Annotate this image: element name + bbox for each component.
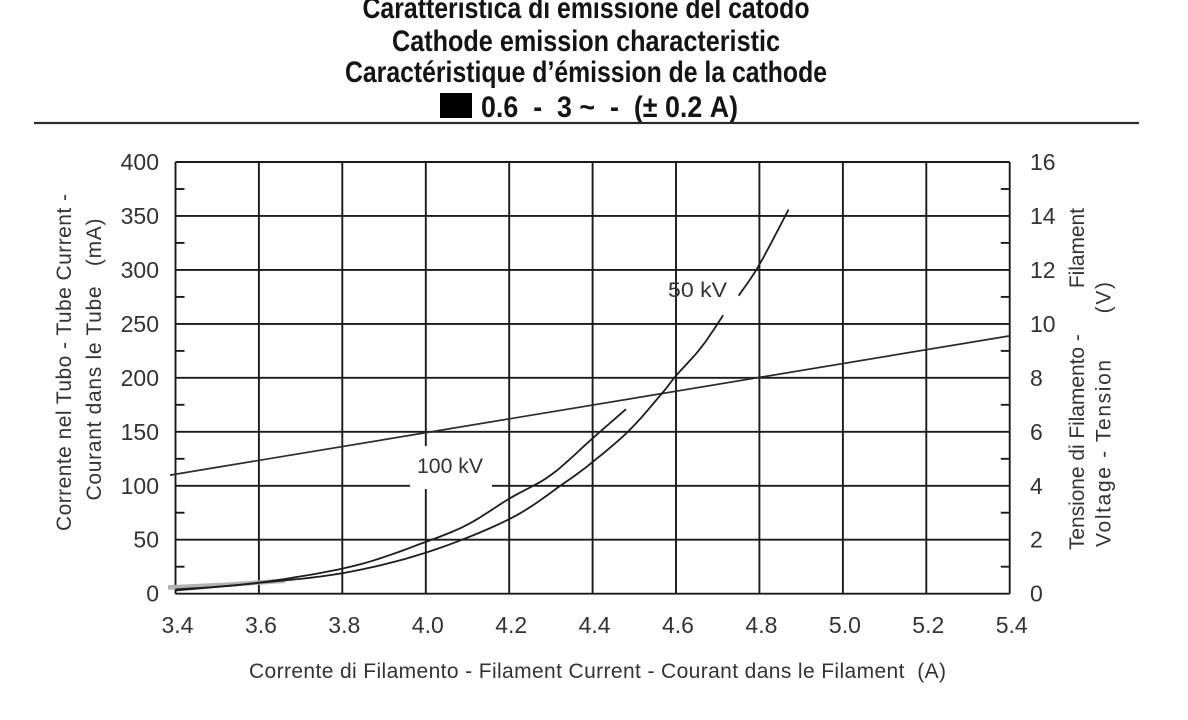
svg-text:5.2: 5.2 bbox=[912, 612, 944, 638]
svg-text:4.2: 4.2 bbox=[495, 612, 527, 638]
svg-text:0: 0 bbox=[146, 581, 159, 607]
svg-text:16: 16 bbox=[1030, 149, 1056, 175]
svg-text:350: 350 bbox=[121, 203, 159, 229]
svg-text:Caractéristique d’émission de: Caractéristique d’émission de la cathode bbox=[345, 56, 827, 89]
svg-text:Corrente di Filamento - Filame: Corrente di Filamento - Filament Current… bbox=[249, 660, 946, 683]
svg-text:Corrente nel Tubo - Tube Curre: Corrente nel Tubo - Tube Current - bbox=[53, 194, 76, 531]
svg-text:0.6 - 3 ~ - (± 0.2 A): 0.6 - 3 ~ - (± 0.2 A) bbox=[481, 91, 738, 124]
svg-text:Courant dans le Tube (mA): Courant dans le Tube (mA) bbox=[83, 219, 106, 501]
svg-text:Voltage - Tension (V): Voltage - Tension (V) bbox=[1093, 282, 1116, 547]
svg-text:4.8: 4.8 bbox=[745, 612, 777, 638]
svg-text:8: 8 bbox=[1030, 365, 1043, 391]
svg-text:50 kV: 50 kV bbox=[668, 279, 727, 302]
svg-text:4: 4 bbox=[1030, 473, 1043, 499]
svg-text:50: 50 bbox=[133, 527, 159, 553]
svg-text:3.8: 3.8 bbox=[328, 612, 360, 638]
svg-text:4.0: 4.0 bbox=[412, 612, 444, 638]
svg-text:Cathode emission characteristi: Cathode emission characteristic bbox=[392, 25, 780, 58]
svg-text:14: 14 bbox=[1030, 203, 1056, 229]
svg-text:0: 0 bbox=[1030, 581, 1043, 607]
svg-text:4.6: 4.6 bbox=[662, 612, 694, 638]
svg-text:250: 250 bbox=[121, 311, 159, 337]
svg-text:100: 100 bbox=[121, 473, 159, 499]
svg-text:2: 2 bbox=[1030, 527, 1043, 553]
svg-text:12: 12 bbox=[1030, 257, 1056, 283]
svg-text:3.4: 3.4 bbox=[162, 612, 194, 638]
svg-text:150: 150 bbox=[121, 419, 159, 445]
svg-text:5.0: 5.0 bbox=[829, 612, 861, 638]
svg-text:10: 10 bbox=[1030, 311, 1056, 337]
svg-text:300: 300 bbox=[121, 257, 159, 283]
svg-text:5.4: 5.4 bbox=[996, 612, 1028, 638]
svg-text:4.4: 4.4 bbox=[579, 612, 611, 638]
svg-text:6: 6 bbox=[1030, 419, 1043, 445]
svg-text:3.6: 3.6 bbox=[245, 612, 277, 638]
svg-text:Tensione di Filamento -: Tensione di Filamento - Filament bbox=[1066, 208, 1089, 550]
svg-text:400: 400 bbox=[121, 149, 159, 175]
svg-text:Caratteristica di emissione de: Caratteristica di emissione del catodo bbox=[363, 0, 810, 25]
svg-text:200: 200 bbox=[121, 365, 159, 391]
svg-text:100 kV: 100 kV bbox=[417, 455, 483, 478]
